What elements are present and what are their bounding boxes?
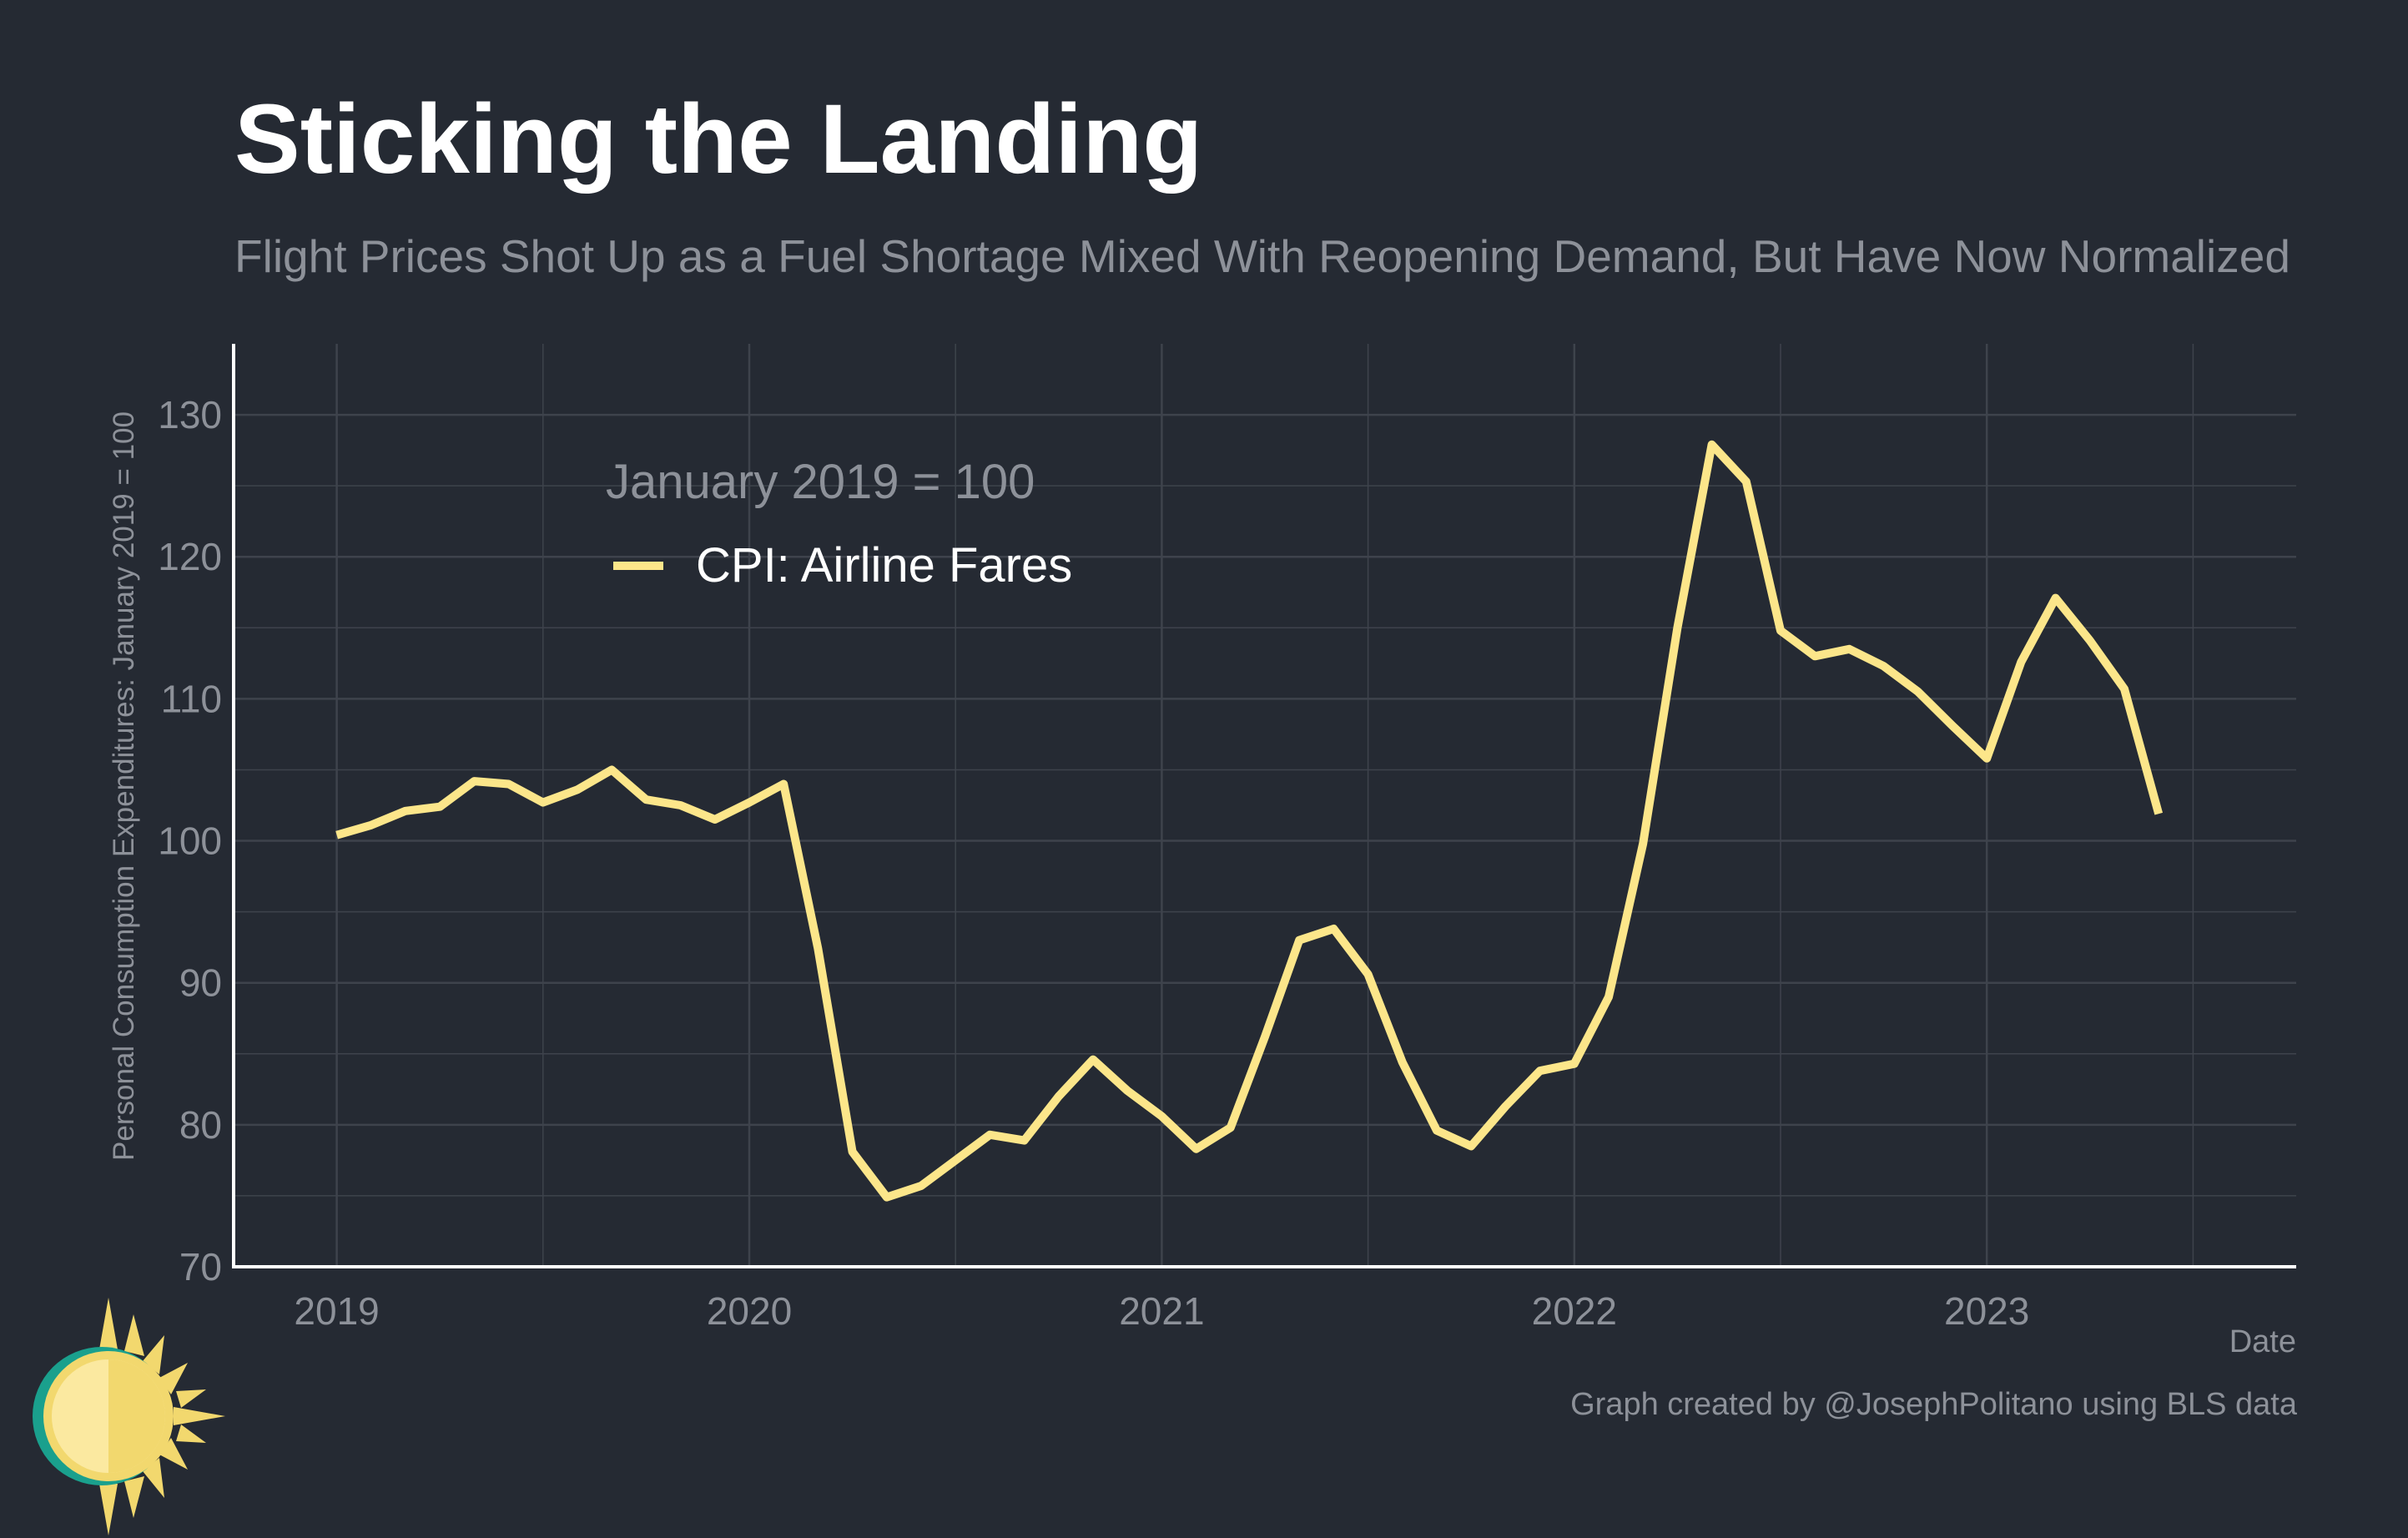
axes [232, 344, 2296, 1268]
legend: January 2019 = 100 CPI: Airline Fares [606, 455, 1072, 593]
x-tick-labels: 2019 2020 2021 2022 2023 [294, 1289, 2029, 1333]
y-tick-label: 120 [158, 535, 222, 578]
y-tick-label: 110 [161, 677, 222, 720]
y-tick-labels: 70 80 90 100 110 120 130 [158, 393, 222, 1288]
y-tick-label: 70 [179, 1245, 222, 1288]
y-tick-label: 100 [158, 819, 222, 863]
x-tick-label: 2019 [294, 1289, 379, 1333]
series-group [335, 440, 2164, 1202]
chart-subtitle: Flight Prices Shot Up as a Fuel Shortage… [234, 230, 2290, 282]
series-line-airline-fares [335, 440, 2164, 1202]
x-axis-title: Date [2229, 1324, 2296, 1359]
sun-logo-icon [33, 1298, 225, 1535]
y-axis-title: Personal Consumption Expenditures: Janua… [108, 411, 140, 1161]
source-caption: Graph created by @JosephPolitano using B… [1570, 1387, 2297, 1422]
x-tick-label: 2022 [1532, 1289, 1617, 1333]
y-tick-label: 130 [158, 393, 222, 436]
y-tick-label: 90 [179, 961, 222, 1005]
legend-label: CPI: Airline Fares [696, 538, 1072, 593]
x-tick-label: 2023 [1944, 1289, 2029, 1333]
chart-title: Sticking the Landing [234, 84, 1203, 194]
y-tick-label: 80 [179, 1103, 222, 1147]
legend-title: January 2019 = 100 [606, 455, 1035, 509]
x-tick-label: 2021 [1119, 1289, 1204, 1333]
x-tick-label: 2020 [707, 1289, 792, 1333]
